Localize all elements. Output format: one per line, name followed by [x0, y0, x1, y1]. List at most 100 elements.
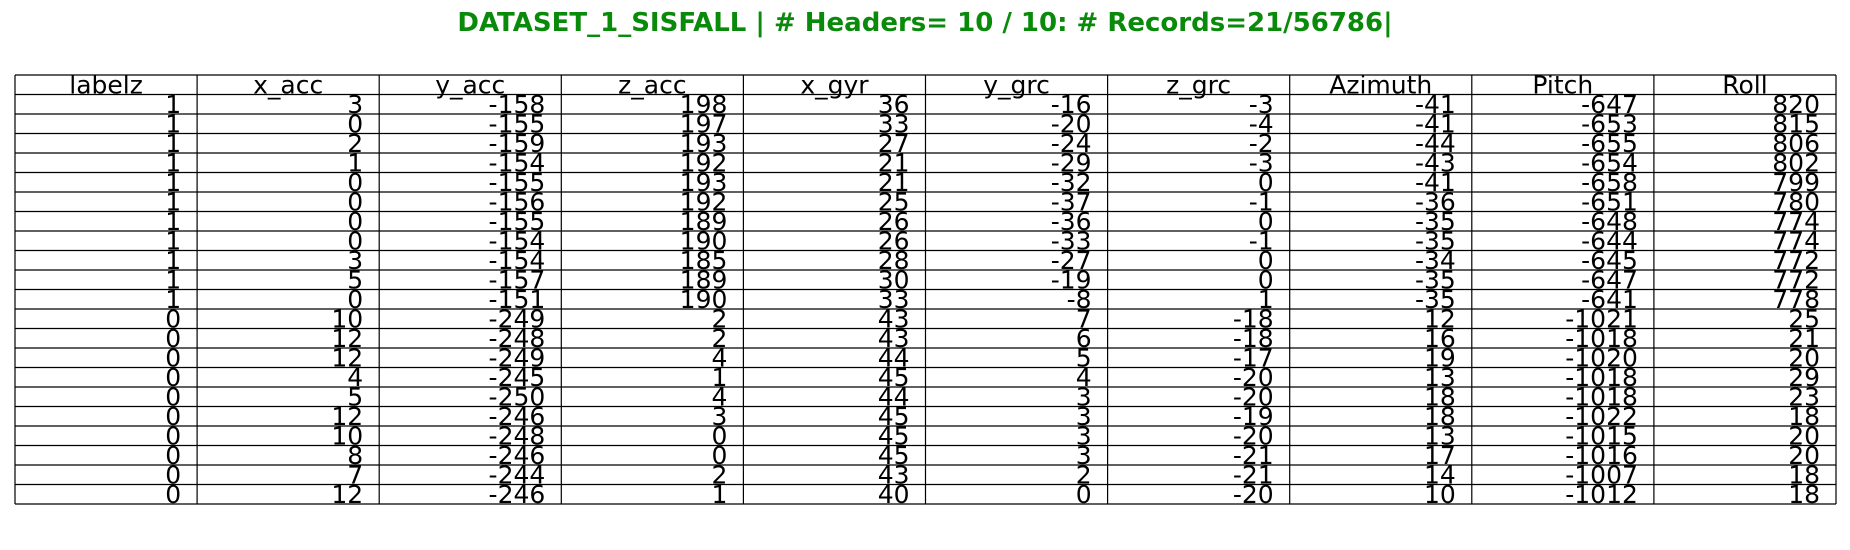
- table-cell: -2: [1249, 129, 1274, 158]
- table-cell: -32: [1051, 168, 1092, 197]
- table-cell: 21: [1788, 324, 1820, 353]
- table-cell: 193: [680, 168, 728, 197]
- table-cell: 40: [878, 480, 910, 509]
- table-cell: -1020: [1565, 344, 1638, 373]
- table-cell: 3: [1076, 441, 1092, 470]
- table-cell: -641: [1581, 285, 1638, 314]
- table-cell: -648: [1581, 207, 1638, 236]
- table-cell: 3: [1076, 422, 1092, 451]
- table-cell: 0: [1258, 168, 1274, 197]
- table-cell: 3: [347, 90, 363, 119]
- table-cell: 1: [165, 227, 181, 256]
- page-title: DATASET_1_SISFALL | # Headers= 10 / 10: …: [457, 8, 1393, 38]
- table-cell: -20: [1233, 422, 1274, 451]
- table-cell: 7: [1076, 305, 1092, 334]
- table-cell: -21: [1233, 441, 1274, 470]
- table-cell: 1: [347, 149, 363, 178]
- table-cell: -645: [1581, 246, 1638, 275]
- table-cell: 1: [165, 110, 181, 139]
- table-cell: -18: [1233, 305, 1274, 334]
- table-cell: 12: [331, 480, 363, 509]
- column-header: Azimuth: [1329, 71, 1432, 100]
- table-cell: -18: [1233, 324, 1274, 353]
- table-cell: -1: [1249, 227, 1274, 256]
- column-header: Roll: [1722, 71, 1767, 100]
- table-cell: 0: [711, 441, 727, 470]
- table-cell: 17: [1424, 441, 1456, 470]
- column-header: y_grc: [983, 71, 1050, 100]
- table-cell: 778: [1772, 285, 1820, 314]
- table-cell: -644: [1581, 227, 1638, 256]
- table-cell: 190: [680, 227, 728, 256]
- table-cell: -647: [1581, 90, 1638, 119]
- table-cell: -20: [1051, 110, 1092, 139]
- table-cell: -159: [489, 129, 546, 158]
- column-header: Pitch: [1532, 71, 1593, 100]
- table-cell: -37: [1051, 188, 1092, 217]
- table-cell: 23: [1788, 383, 1820, 412]
- table-cell: 189: [680, 207, 728, 236]
- table-cell: 2: [347, 129, 363, 158]
- table-cell: -35: [1415, 207, 1456, 236]
- table-cell: 1: [165, 149, 181, 178]
- table-cell: -20: [1233, 480, 1274, 509]
- table-cell: 18: [1788, 461, 1820, 490]
- table-cell: 190: [680, 285, 728, 314]
- table-cell: 3: [1076, 402, 1092, 431]
- table-cell: -35: [1415, 227, 1456, 256]
- table-cell: 0: [347, 168, 363, 197]
- table-cell: 806: [1772, 129, 1820, 158]
- table-cell: -19: [1233, 402, 1274, 431]
- table-cell: -41: [1415, 110, 1456, 139]
- table-cell: 25: [878, 188, 910, 217]
- table-cell: -246: [489, 480, 546, 509]
- table-cell: 815: [1772, 110, 1820, 139]
- table-cell: 18: [1788, 402, 1820, 431]
- table-cell: 44: [878, 344, 910, 373]
- table-cell: -1018: [1565, 383, 1638, 412]
- table-cell: 0: [165, 461, 181, 490]
- column-header: y_acc: [435, 71, 505, 100]
- table-cell: -24: [1051, 129, 1092, 158]
- table-cell: -41: [1415, 90, 1456, 119]
- table-cell: -655: [1581, 129, 1638, 158]
- table-cell: 21: [878, 149, 910, 178]
- table-cell: -248: [489, 324, 546, 353]
- table-cell: 45: [878, 441, 910, 470]
- table-cell: -41: [1415, 168, 1456, 197]
- table-cell: -158: [489, 90, 546, 119]
- table-cell: -20: [1233, 383, 1274, 412]
- table-cell: -654: [1581, 149, 1638, 178]
- table-cell: -154: [489, 149, 546, 178]
- table-cell: -653: [1581, 110, 1638, 139]
- table-cell: 774: [1772, 207, 1820, 236]
- table-cell: -1016: [1565, 441, 1638, 470]
- table-cell: 1: [711, 480, 727, 509]
- table-cell: 43: [878, 305, 910, 334]
- table-cell: 19: [1424, 344, 1456, 373]
- table-cell: -249: [489, 305, 546, 334]
- table-cell: -8: [1067, 285, 1092, 314]
- table-cell: 20: [1788, 344, 1820, 373]
- table-cell: -1012: [1565, 480, 1638, 509]
- table-cell: 30: [878, 266, 910, 295]
- table-cell: -35: [1415, 266, 1456, 295]
- column-header: z_acc: [618, 71, 686, 100]
- table-cell: -33: [1051, 227, 1092, 256]
- table-cell: -36: [1051, 207, 1092, 236]
- table-cell: 0: [347, 207, 363, 236]
- table-cell: 1: [1258, 285, 1274, 314]
- table-cell: -19: [1051, 266, 1092, 295]
- table-cell: 772: [1772, 266, 1820, 295]
- table-cell: 7: [347, 461, 363, 490]
- table-cell: 189: [680, 266, 728, 295]
- table-cell: -1015: [1565, 422, 1638, 451]
- table-cell: -17: [1233, 344, 1274, 373]
- table-cell: -151: [489, 285, 546, 314]
- table-cell: 0: [1258, 266, 1274, 295]
- table-cell: 193: [680, 129, 728, 158]
- table-cell: 0: [347, 110, 363, 139]
- table-cell: 802: [1772, 149, 1820, 178]
- table-cell: 43: [878, 324, 910, 353]
